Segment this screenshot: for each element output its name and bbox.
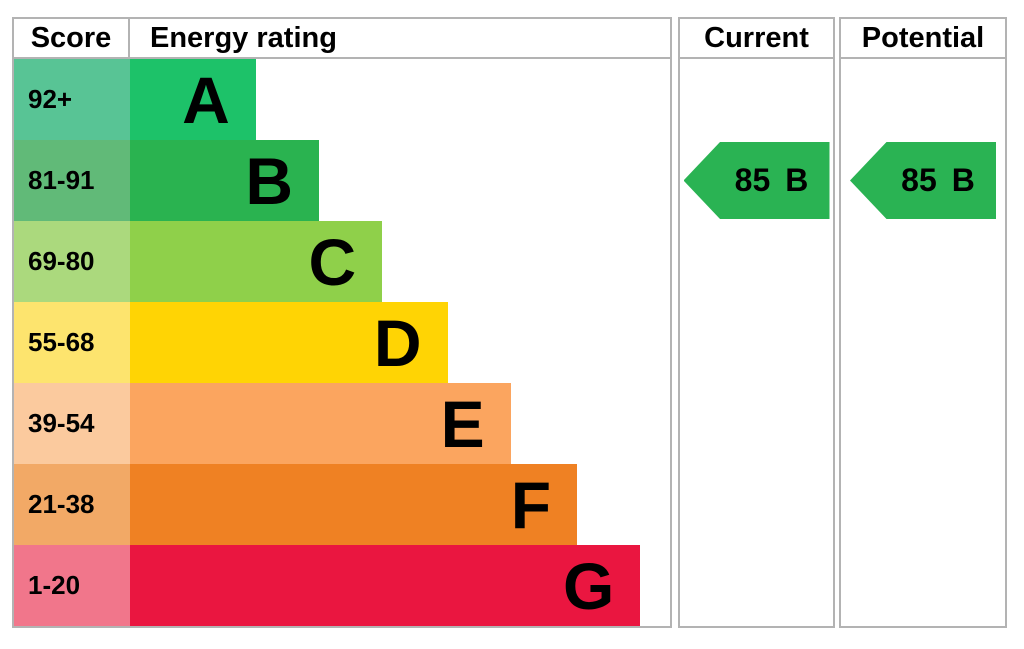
- current-column-body: 85 B: [680, 59, 833, 626]
- potential-column-body: 85 B: [841, 59, 1005, 626]
- bar-area: G: [130, 545, 670, 626]
- potential-score-value: 85: [901, 162, 937, 198]
- bar-area: C: [130, 221, 670, 302]
- band-bar-e: E: [130, 383, 511, 464]
- bar-area: A: [130, 59, 670, 140]
- current-score-value: 85: [734, 162, 771, 198]
- band-bar-f: F: [130, 464, 578, 545]
- score-range-label: 55-68: [14, 302, 130, 383]
- potential-rating-arrow: 85 B: [850, 142, 996, 219]
- band-letter: B: [245, 143, 293, 218]
- current-band-letter: B: [785, 162, 809, 198]
- current-rating-arrow: 85 B: [683, 142, 830, 219]
- band-row-d: 55-68 D: [14, 302, 670, 383]
- band-letter: E: [440, 386, 485, 461]
- band-letter: F: [510, 467, 552, 542]
- band-bar-a: A: [130, 59, 256, 140]
- current-column-header: Current: [680, 19, 833, 59]
- band-letter: D: [373, 305, 422, 380]
- bar-area: E: [130, 383, 670, 464]
- table-header-row: Score Energy rating: [14, 19, 670, 59]
- band-rows: 92+ A 81-91 B 69-80 C 55-68 D 39-54 E 21-38 F 1-20 G: [14, 59, 670, 626]
- score-range-label: 39-54: [14, 383, 130, 464]
- potential-column-header: Potential: [841, 19, 1005, 59]
- band-row-g: 1-20 G: [14, 545, 670, 626]
- current-column: Current 85 B: [678, 17, 835, 628]
- score-range-label: 69-80: [14, 221, 130, 302]
- band-bar-b: B: [130, 140, 319, 221]
- score-range-label: 92+: [14, 59, 130, 140]
- score-column-header: Score: [14, 19, 130, 57]
- band-letter: A: [182, 62, 230, 137]
- band-letter: C: [308, 224, 357, 299]
- energy-rating-column-header: Energy rating: [150, 21, 337, 54]
- score-range-label: 1-20: [14, 545, 130, 626]
- score-range-label: 81-91: [14, 140, 130, 221]
- band-row-b: 81-91 B: [14, 140, 670, 221]
- bar-area: D: [130, 302, 670, 383]
- band-bar-c: C: [130, 221, 383, 302]
- energy-rating-table: Score Energy rating 92+ A 81-91 B 69-80 C 55-6…: [12, 17, 672, 628]
- epc-layout: Score Energy rating 92+ A 81-91 B 69-80 C 55-6…: [12, 17, 1007, 628]
- band-row-c: 69-80 C: [14, 221, 670, 302]
- potential-band-letter: B: [951, 162, 975, 198]
- score-range-label: 21-38: [14, 464, 130, 545]
- band-row-a: 92+ A: [14, 59, 670, 140]
- bar-area: B: [130, 140, 670, 221]
- band-bar-d: D: [130, 302, 448, 383]
- band-bar-g: G: [130, 545, 641, 626]
- band-letter: G: [562, 548, 615, 623]
- bar-area: F: [130, 464, 670, 545]
- potential-column: Potential 85 B: [839, 17, 1007, 628]
- band-row-e: 39-54 E: [14, 383, 670, 464]
- band-row-f: 21-38 F: [14, 464, 670, 545]
